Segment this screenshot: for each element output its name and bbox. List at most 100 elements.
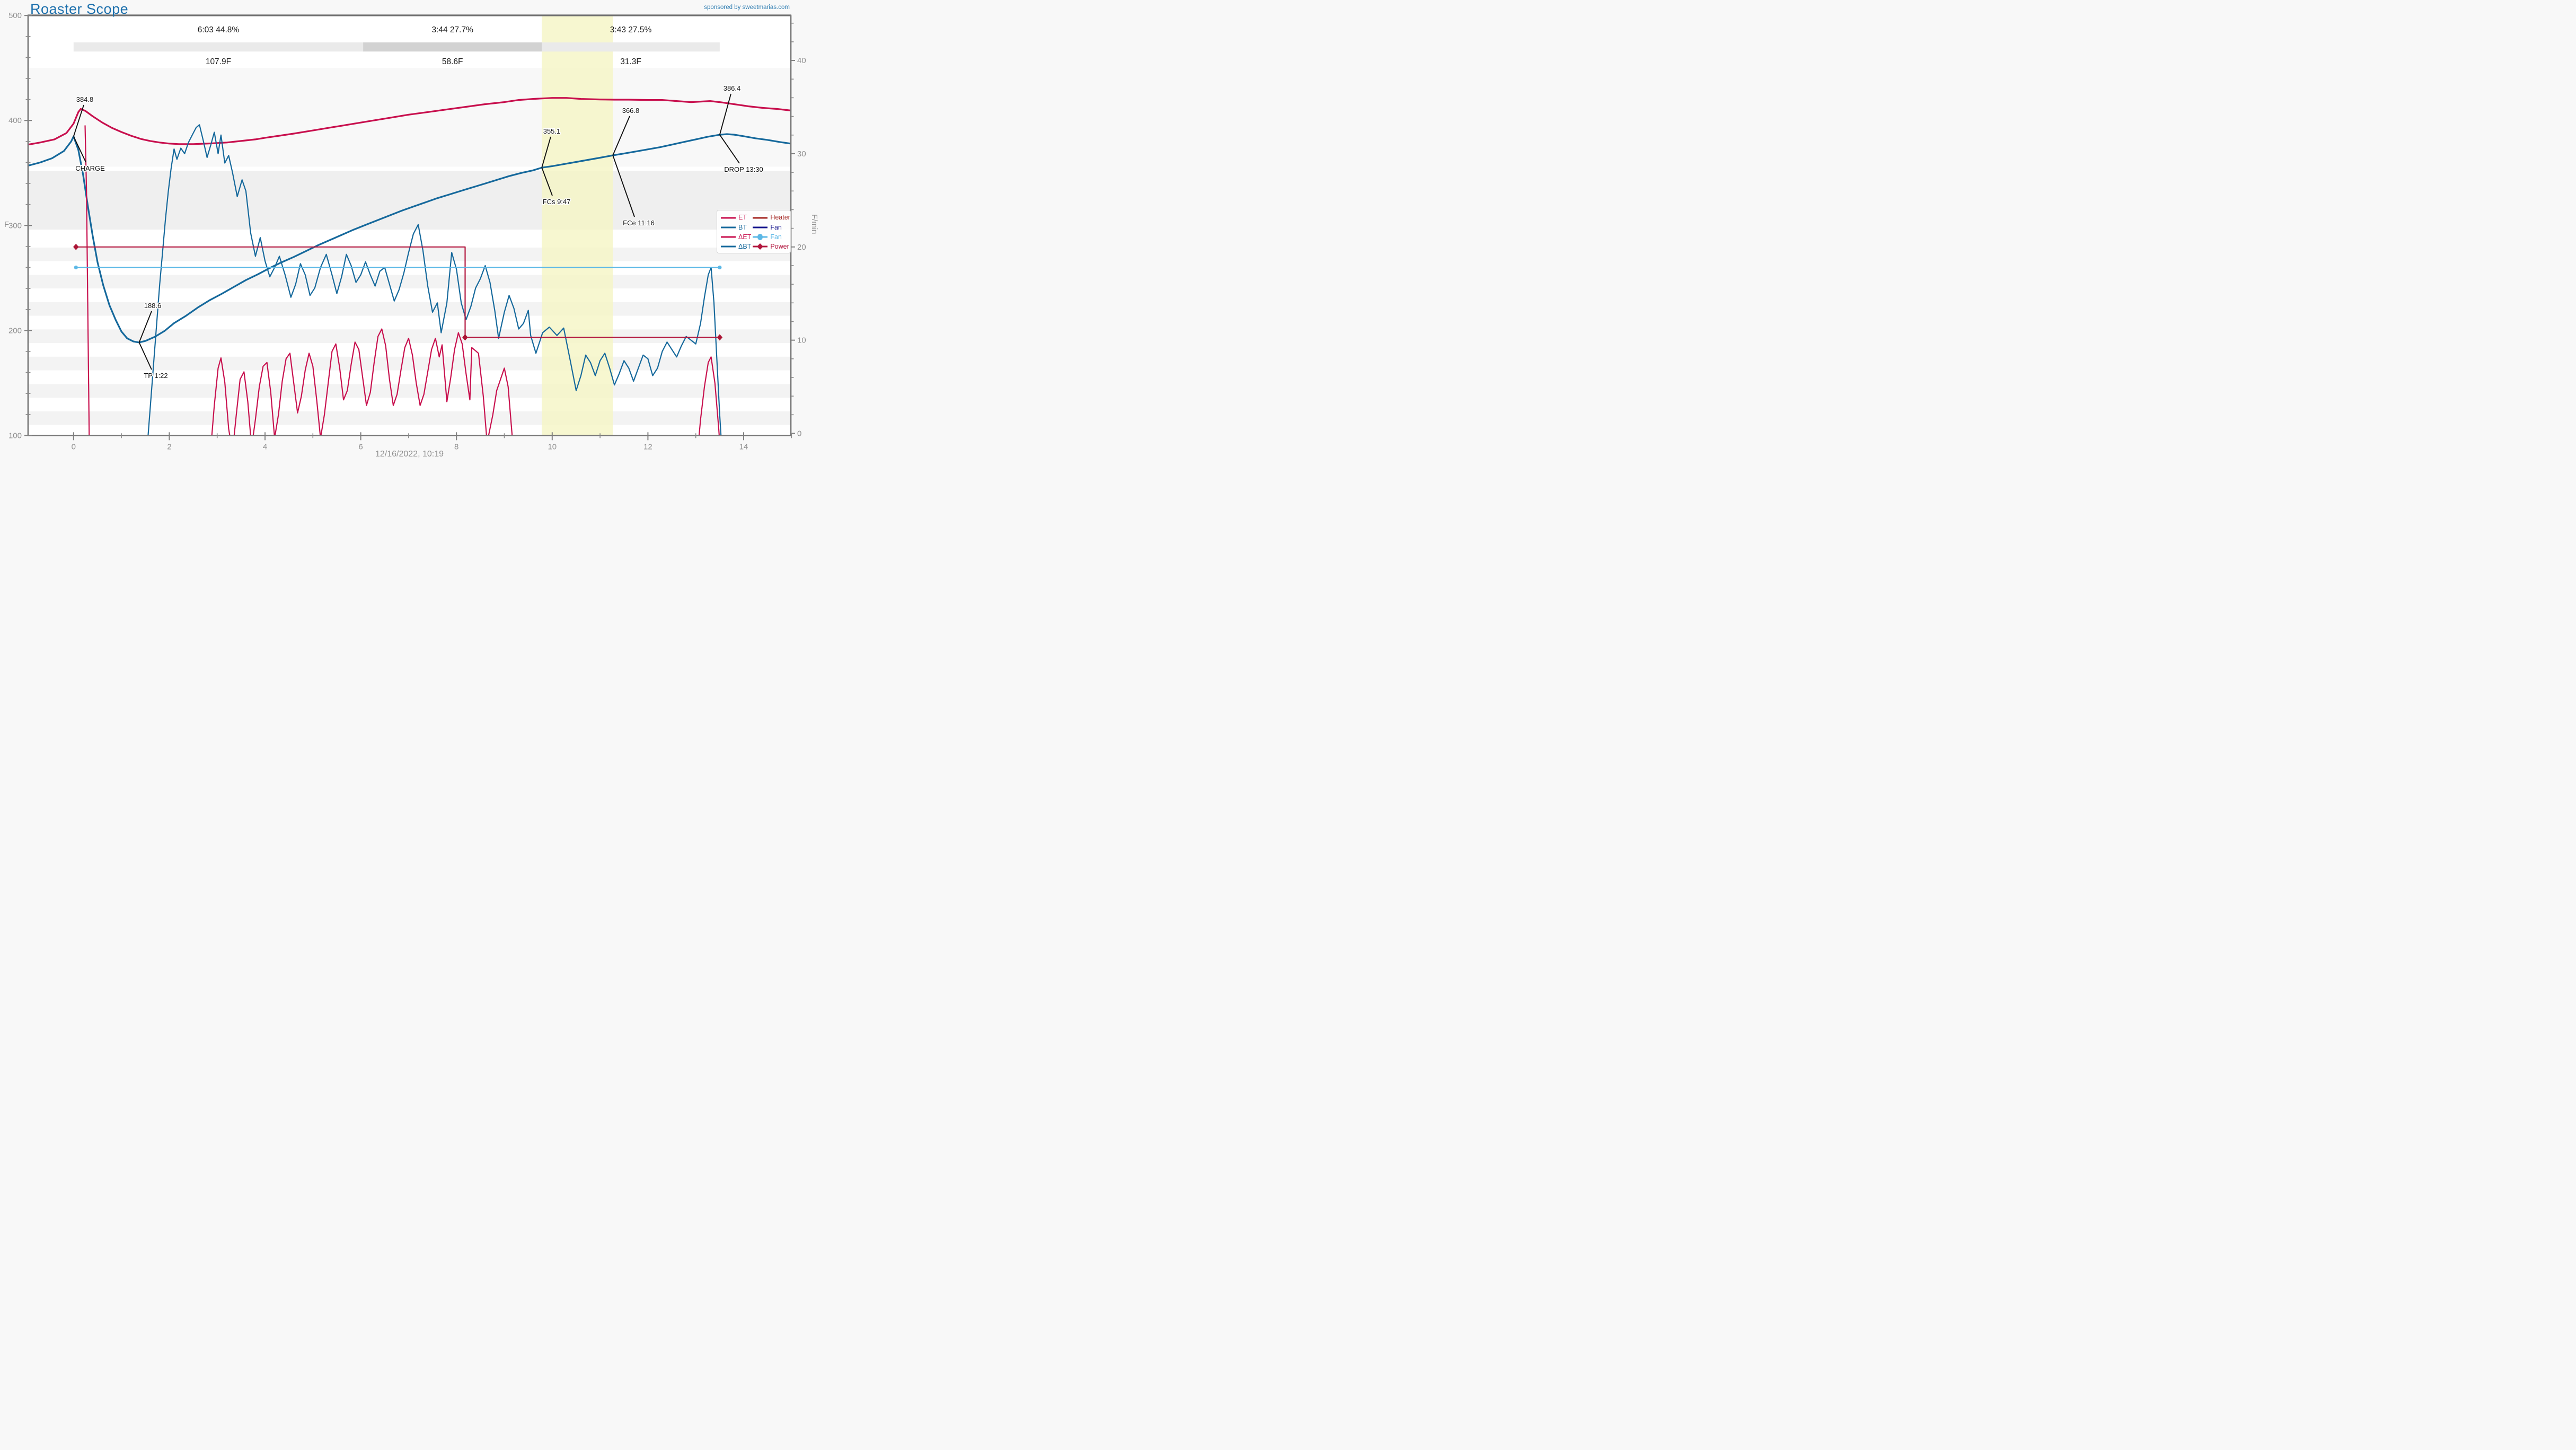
phase-bar-segment-0 (73, 42, 364, 52)
plot-band (28, 302, 791, 316)
series-BT (28, 133, 791, 344)
legend-item-label: ΔET (738, 233, 752, 241)
legend-column-left: ET BT ΔET ΔBT (720, 213, 751, 251)
bottom-tick-label: 12 (643, 442, 652, 451)
event-value-line (73, 104, 84, 137)
event-name-line (138, 342, 152, 370)
legend-item-BT[interactable]: BT (720, 223, 751, 232)
bottom-tick-label: 14 (739, 442, 748, 451)
series-delta-ET (211, 328, 513, 436)
series-delta-BT (147, 124, 722, 436)
event-value-line (719, 93, 731, 135)
left-tick-label: 400 (8, 116, 22, 125)
phase-time-label-0: 6:03 44.8% (197, 25, 240, 34)
series-Power (75, 246, 720, 338)
series-delta-ET (84, 125, 90, 436)
event-name-label: TP 1:22 (144, 372, 167, 380)
series-delta-ET (698, 356, 720, 436)
phase-temp-label-0: 107.9F (205, 57, 232, 66)
bottom-tick-label: 6 (358, 442, 363, 451)
power-diamond-marker (73, 243, 79, 250)
plot-band (28, 275, 791, 289)
series-ET (28, 97, 791, 146)
event-name-label: FCs 9:47 (543, 198, 571, 206)
legend-swatch-line (721, 226, 736, 229)
legend-item-label: ΔBT (738, 243, 752, 251)
plot-band (28, 411, 791, 425)
legend-item-label: Heater (770, 214, 790, 222)
legend-item-Fan[interactable]: Fan (752, 233, 790, 242)
legend-item-label: ET (738, 214, 747, 222)
right-axis-title: F/min (810, 214, 819, 234)
left-tick-label: 500 (8, 11, 22, 20)
event-name-label: DROP 13:30 (724, 165, 763, 173)
event-name-line (612, 155, 635, 217)
legend-swatch-line (753, 226, 768, 229)
bottom-tick-label: 4 (263, 442, 267, 451)
right-tick-label: 20 (797, 243, 806, 252)
legend-item-Heater[interactable]: Heater (752, 213, 790, 222)
event-name-line (719, 134, 740, 164)
legend-item-label: BT (738, 223, 747, 231)
right-tick-label: 40 (797, 56, 806, 65)
left-tick-label: 300 (8, 221, 22, 230)
bottom-tick-label: 0 (72, 442, 76, 451)
legend-item-Power[interactable]: Power (752, 242, 790, 251)
fan-circle-marker (718, 265, 722, 270)
event-name-line (541, 167, 553, 196)
legend-item-Fan[interactable]: Fan (752, 223, 790, 232)
event-name-label: CHARGE (75, 164, 105, 172)
left-tick-label: 200 (8, 326, 22, 335)
event-value-label: 384.8 (76, 95, 94, 103)
plot-band (28, 384, 791, 398)
legend-item-label: Fan (770, 223, 782, 231)
right-tick-label: 10 (797, 336, 806, 345)
roaster-scope-app: 500 400 300 200 100 40 30 20 10 0 0 2 4 6 8 10 12 14 384.8… (0, 0, 819, 460)
legend-item-delta-ET[interactable]: ΔET (720, 233, 751, 242)
event-value-line (138, 311, 152, 343)
legend-column-right: Heater Fan Fan Power (752, 213, 790, 251)
legend-swatch-line (753, 234, 768, 241)
right-tick-label: 30 (797, 150, 806, 159)
legend: ET BT ΔET ΔBT Heater Fan Fan Power (717, 210, 791, 253)
plot-band (28, 171, 791, 230)
event-value-label: 355.1 (543, 127, 561, 135)
fan-circle-marker (74, 265, 78, 270)
phase-time-label-2: 3:43 27.5% (610, 25, 652, 34)
event-value-line (612, 116, 630, 156)
date-label: 12/16/2022, 10:19 (375, 450, 444, 459)
left-axis-title: F (4, 220, 10, 229)
power-diamond-marker (462, 334, 468, 341)
phase-temp-label-1: 58.6F (442, 57, 463, 66)
legend-item-label: Fan (770, 233, 782, 241)
phase-time-label-1: 3:44 27.7% (431, 25, 473, 34)
event-name-line (73, 136, 86, 163)
event-value-label: 366.8 (622, 107, 640, 115)
legend-item-delta-BT[interactable]: ΔBT (720, 242, 751, 251)
legend-swatch-line (721, 245, 736, 248)
legend-item-ET[interactable]: ET (720, 213, 751, 222)
legend-swatch-line (721, 217, 736, 218)
sponsor-link[interactable]: sponsored by sweetmarias.com (704, 4, 790, 11)
right-tick-label: 0 (797, 429, 801, 438)
phase-bar-segment-2 (542, 42, 720, 52)
legend-item-label: Power (770, 243, 789, 251)
first-crack-zone (542, 15, 613, 436)
bottom-tick-label: 10 (548, 442, 557, 451)
event-value-label: 386.4 (724, 84, 741, 92)
event-name-label: FCe 11:16 (623, 219, 655, 227)
legend-swatch-line (753, 243, 768, 250)
bottom-tick-label: 2 (167, 442, 171, 451)
phase-temp-label-2: 31.3F (620, 57, 641, 66)
legend-swatch-line (721, 236, 736, 238)
page-title: Roaster Scope (30, 1, 129, 17)
plot-band (28, 356, 791, 371)
event-value-label: 188.6 (144, 302, 162, 310)
left-tick-label: 100 (8, 431, 22, 440)
power-diamond-marker (717, 334, 723, 341)
legend-swatch-line (753, 217, 768, 218)
plot-band (28, 68, 791, 167)
phase-bar-segment-1 (363, 42, 542, 52)
bottom-tick-label: 8 (454, 442, 458, 451)
